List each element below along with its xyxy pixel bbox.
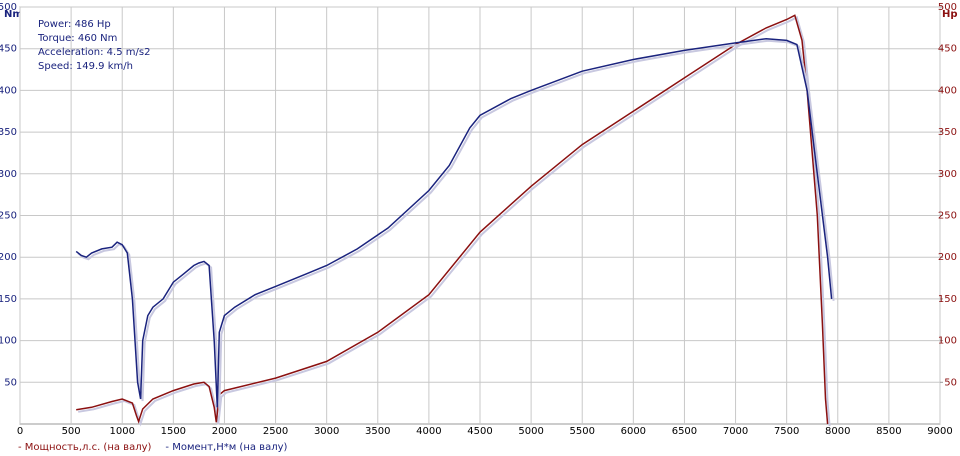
- series-line: [76, 14, 829, 425]
- x-tick-label: 1500: [161, 426, 186, 437]
- x-tick-label: 7500: [774, 426, 799, 437]
- y-tick-label: 100: [0, 336, 17, 347]
- y-tick-label: 200: [0, 252, 17, 263]
- series-shadow: [77, 39, 835, 410]
- series-line: [75, 37, 833, 408]
- y-axis-label: Nm: [4, 9, 23, 20]
- x-tick-label: 500: [62, 426, 81, 437]
- y2-tick-label: 250: [938, 211, 957, 222]
- x-tick-label: 6000: [621, 426, 646, 437]
- y-tick-label: 50: [4, 377, 17, 388]
- y2-tick-label: 400: [938, 85, 957, 96]
- x-tick-label: 9000: [927, 426, 952, 437]
- y2-axis-label: Hp: [942, 9, 958, 20]
- legend-entry: - Мощность,л.с. (на валу): [18, 442, 152, 453]
- x-tick-label: 1000: [109, 426, 134, 437]
- legend-entry: - Момент,Н*м (на валу): [165, 442, 287, 453]
- y2-tick-label: 50: [944, 377, 957, 388]
- y2-tick-label: 450: [938, 44, 957, 55]
- x-tick-label: 2500: [263, 426, 288, 437]
- y2-tick-label: 100: [938, 336, 957, 347]
- info-text: Speed: 149.9 km/h: [38, 61, 133, 72]
- y-tick-label: 450: [0, 44, 17, 55]
- info-text: Acceleration: 4.5 m/s2: [38, 47, 150, 58]
- y2-tick-label: 150: [938, 294, 957, 305]
- y-tick-label: 350: [0, 127, 17, 138]
- x-tick-label: 6500: [672, 426, 697, 437]
- info-text: Power: 486 Hp: [38, 19, 111, 30]
- x-tick-label: 5500: [569, 426, 594, 437]
- x-tick-label: 7000: [723, 426, 748, 437]
- y-tick-label: 150: [0, 294, 17, 305]
- y2-tick-label: 350: [938, 127, 957, 138]
- y-tick-label: 300: [0, 169, 17, 180]
- y2-tick-label: 300: [938, 169, 957, 180]
- x-tick-label: 2000: [212, 426, 237, 437]
- y-tick-label: 250: [0, 211, 17, 222]
- x-tick-label: 8000: [825, 426, 850, 437]
- x-tick-label: 3500: [365, 426, 390, 437]
- y2-tick-label: 200: [938, 252, 957, 263]
- info-text: Torque: 460 Nm: [37, 33, 117, 44]
- series-shadow: [78, 15, 831, 427]
- x-tick-label: 5000: [518, 426, 543, 437]
- x-tick-label: 8500: [876, 426, 901, 437]
- y-tick-label: 400: [0, 85, 17, 96]
- y2-tick-label: 500: [938, 2, 957, 13]
- x-tick-label: 4000: [416, 426, 441, 437]
- x-tick-label: 3000: [314, 426, 339, 437]
- x-tick-label: 0: [17, 426, 23, 437]
- x-tick-label: 4500: [467, 426, 492, 437]
- y-tick-label: 500: [0, 2, 17, 13]
